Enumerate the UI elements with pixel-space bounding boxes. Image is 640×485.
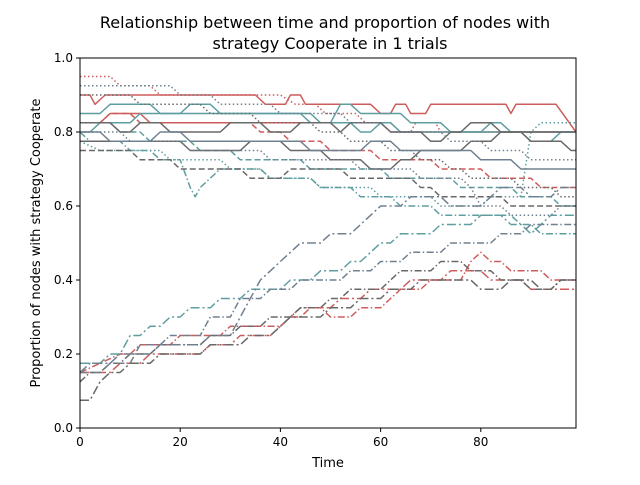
plot-frame [79, 57, 577, 429]
chart-title-line-2: strategy Cooperate in 1 trials [213, 34, 448, 53]
series-line-11 [80, 122, 576, 207]
series-line-8 [80, 103, 576, 133]
y-tick-label: 0.6 [54, 199, 73, 213]
series-line-4 [80, 112, 576, 189]
x-tick-label: 80 [473, 435, 488, 449]
series-line-6 [80, 270, 576, 374]
series-line-9 [80, 131, 576, 235]
y-tick-label: 0.2 [54, 347, 73, 361]
series-line-19 [80, 131, 576, 170]
y-tick-label: 0.4 [54, 273, 73, 287]
series-line-13 [80, 122, 576, 143]
y-axis-ticks: 0.0 0.2 0.4 0.6 0.8 1.0 [54, 51, 80, 435]
x-axis-label: Time [311, 456, 344, 471]
series-line-20 [80, 85, 576, 161]
series-layer [80, 75, 576, 402]
x-tick-label: 20 [173, 435, 188, 449]
x-tick-label: 0 [76, 435, 84, 449]
series-line-17 [80, 260, 576, 383]
series-line-15 [80, 94, 576, 198]
series-line-12 [80, 122, 576, 207]
series-line-10 [80, 214, 576, 365]
x-tick-label: 60 [373, 435, 388, 449]
x-tick-label: 40 [273, 435, 288, 449]
series-line-14 [80, 131, 576, 170]
series-line-23 [80, 131, 576, 217]
y-tick-label: 0.0 [54, 421, 73, 435]
series-line-21 [80, 223, 576, 374]
series-line-16 [80, 149, 576, 207]
y-tick-label: 1.0 [54, 51, 73, 65]
x-axis-ticks: 0 20 40 60 80 [76, 428, 488, 449]
chart-title-line-1: Relationship between time and proportion… [100, 13, 550, 32]
y-axis-label: Proportion of nodes with strategy Cooper… [29, 99, 44, 388]
series-line-22 [80, 186, 576, 374]
y-tick-label: 0.8 [54, 125, 73, 139]
series-line-18 [80, 279, 576, 402]
